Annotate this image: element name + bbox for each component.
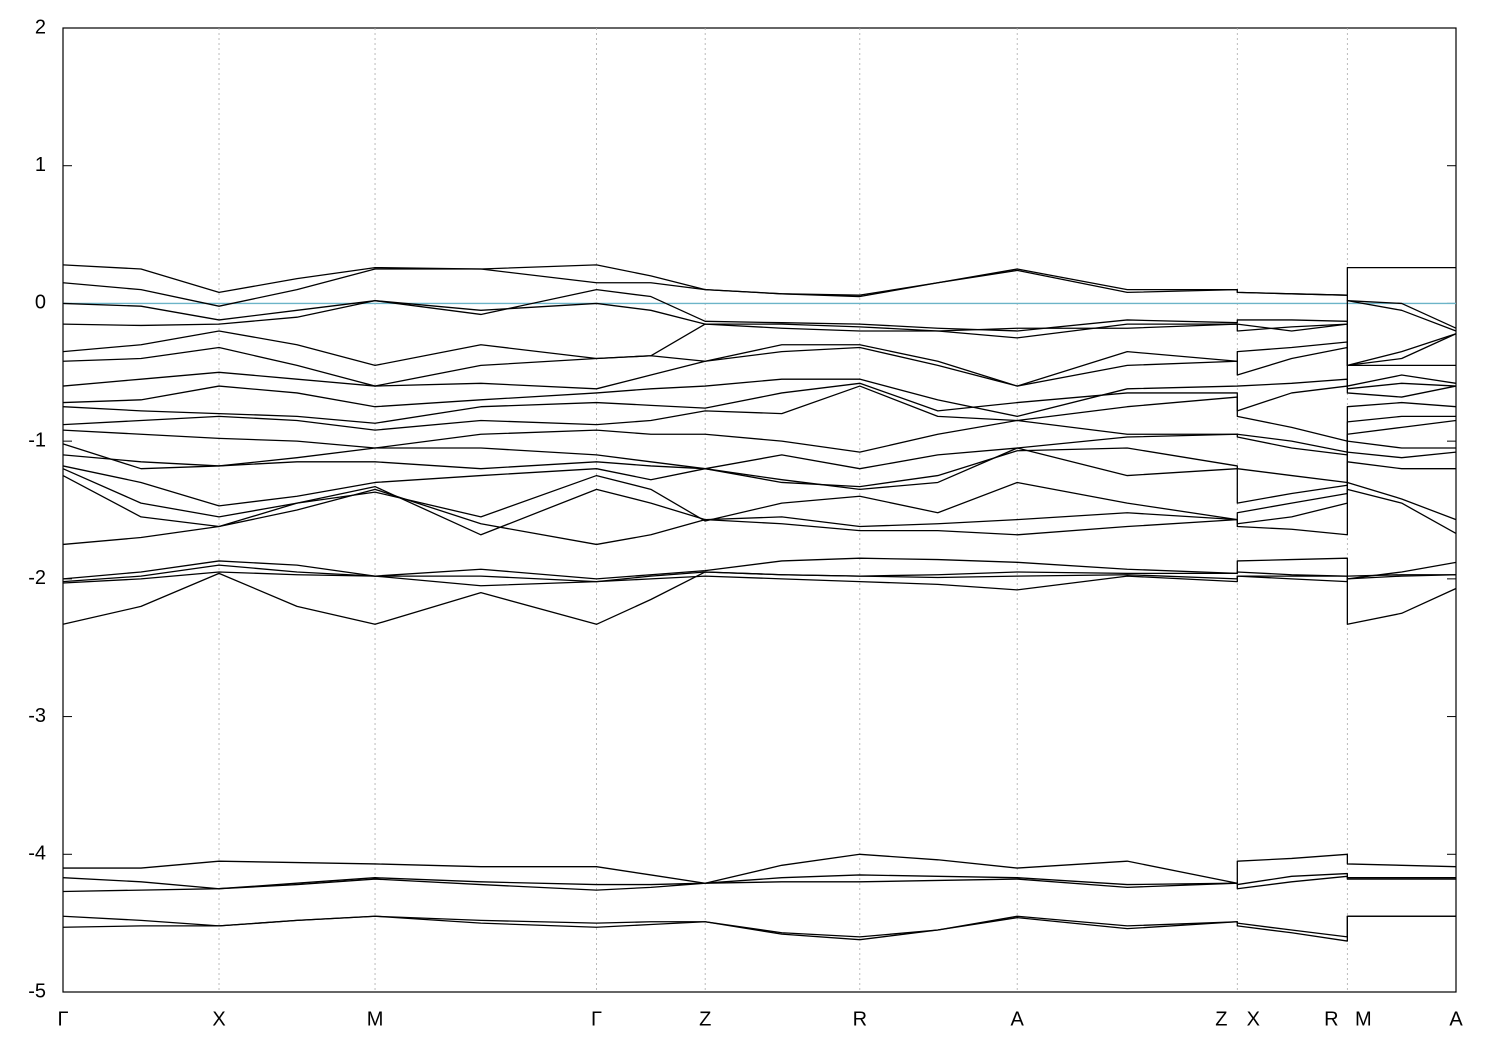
band-line	[62, 415, 1456, 453]
x-tick-label: X	[1247, 1008, 1260, 1030]
y-tick-label: -1	[28, 429, 46, 451]
band-line	[62, 447, 1457, 507]
band-line	[62, 333, 1457, 387]
y-tick-label: -4	[28, 843, 46, 865]
band-line	[62, 289, 1456, 367]
x-tick-label: R	[853, 1008, 867, 1030]
x-tick-label: Z	[699, 1008, 711, 1030]
y-tick-label: -2	[28, 567, 46, 589]
band-line	[62, 557, 1457, 580]
y-tick-label: -5	[28, 980, 46, 1002]
x-tick-label: A	[1449, 1008, 1463, 1030]
x-tick-label: M	[367, 1008, 384, 1030]
x-tick-label: Γ	[57, 1008, 68, 1030]
y-tick-label: 0	[35, 292, 46, 314]
band-line	[62, 333, 1457, 390]
x-tick-label: Γ	[591, 1008, 602, 1030]
band-line	[62, 440, 1456, 488]
x-tick-label: Z	[1215, 1008, 1227, 1030]
band-line	[62, 382, 1457, 424]
band-line	[62, 323, 1457, 390]
y-tick-label: 1	[35, 154, 46, 176]
band-line	[62, 300, 1457, 332]
band-line	[62, 264, 1456, 298]
x-tick-label: A	[1011, 1008, 1025, 1030]
band-line	[62, 374, 1457, 417]
band-line	[62, 875, 1456, 893]
band-line	[62, 474, 1457, 536]
band-line	[62, 872, 1456, 890]
band-line	[62, 571, 1457, 625]
x-tick-label: R	[1324, 1008, 1338, 1030]
plot-frame	[62, 27, 1457, 993]
x-tick-label: M	[1355, 1008, 1372, 1030]
band-line	[62, 915, 1456, 942]
band-line	[62, 268, 1457, 329]
band-line	[62, 488, 1457, 546]
band-line	[62, 571, 1457, 591]
band-line	[62, 385, 1457, 442]
y-tick-label: 2	[35, 16, 46, 38]
x-tick-label: X	[212, 1008, 225, 1030]
y-tick-label: -3	[28, 705, 46, 727]
band-line	[62, 461, 1456, 522]
band-line	[63, 853, 1457, 884]
band-line	[62, 419, 1457, 470]
